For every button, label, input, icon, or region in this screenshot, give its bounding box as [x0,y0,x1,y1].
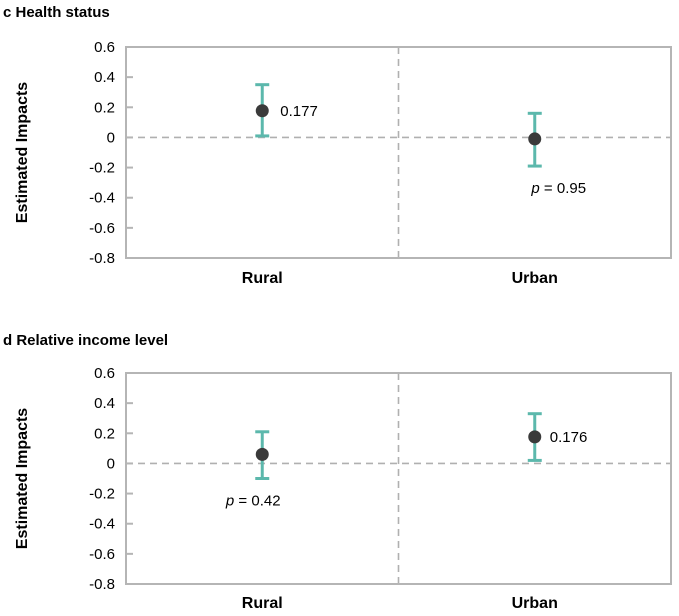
p-value-label: p = 0.95 [530,180,586,197]
y-tick-label: 0.6 [94,365,115,382]
category-label: Rural [242,595,283,612]
panel-c: c Health status Estimated Impacts 0.6 0.4… [3,4,672,287]
y-tick-label: -0.2 [89,486,115,503]
plot-frame [125,46,672,259]
point-marker [528,430,542,444]
y-tick-label: 0 [107,129,115,146]
y-tick-label: -0.2 [89,160,115,177]
y-tick-label: -0.4 [89,190,115,207]
value-label: 0.176 [550,429,588,446]
panel-d-plot-area: 0.6 0.4 0.2 0 -0.2 -0.4 -0.6 -0.8 Rural Urban p = … [89,365,672,612]
p-value-symbol: p [225,493,234,510]
y-tick-label: -0.8 [89,576,115,593]
panel-c-y-axis-label: Estimated Impacts [14,82,31,223]
p-value-text: = 0.95 [540,180,586,197]
y-tick-label: 0.6 [94,39,115,56]
category-label: Urban [512,595,558,612]
point-marker [255,104,269,118]
point-marker [255,447,269,461]
p-value-text: = 0.42 [234,493,280,510]
panel-d-y-axis-label: Estimated Impacts [14,408,31,549]
y-tick-label: 0.2 [94,99,115,116]
category-label: Rural [242,270,283,287]
y-tick-label: 0.4 [94,69,115,86]
y-tick-label: -0.4 [89,516,115,533]
panel-c-plot-area: 0.6 0.4 0.2 0 -0.2 -0.4 -0.6 -0.8 Rural Urban 0.17… [89,39,672,287]
y-tick-label: 0.4 [94,395,115,412]
y-tick-label: 0 [107,455,115,472]
y-tick-label: -0.6 [89,546,115,563]
panel-c-title: c Health status [3,4,110,21]
p-value-label: p = 0.42 [225,493,281,510]
value-label: 0.177 [280,103,318,120]
y-tick-label: 0.2 [94,425,115,442]
p-value-symbol: p [530,180,539,197]
y-tick-label: -0.6 [89,220,115,237]
plot-frame [125,372,672,585]
panel-d-title: d Relative income level [3,332,168,349]
category-label: Urban [512,270,558,287]
y-tick-label: -0.8 [89,250,115,267]
panel-d: d Relative income level Estimated Impact… [3,332,672,612]
point-marker [528,132,542,146]
